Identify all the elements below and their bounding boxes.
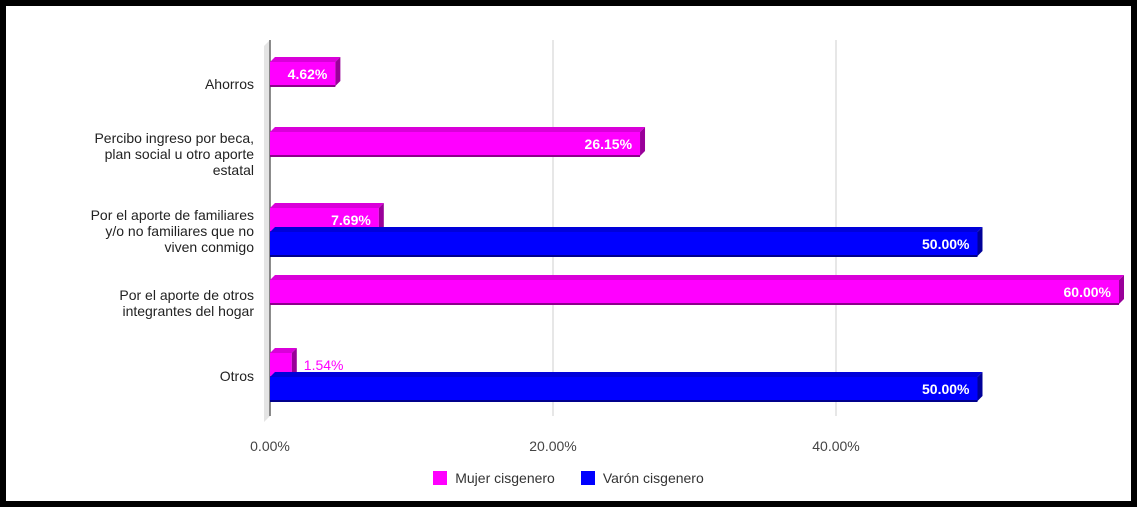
category-label-line: y/o no familiares que no — [105, 223, 254, 239]
bar-mujer-4 — [270, 353, 292, 377]
bar-mujer-3-top — [270, 275, 1124, 280]
category-label-line: viven conmigo — [164, 239, 255, 255]
bar-mujer-0 — [270, 62, 336, 86]
bar-mujer-0-side — [335, 57, 341, 86]
legend-swatch-mujer — [433, 471, 448, 485]
data-label-varon-4: 50.00% — [922, 381, 970, 397]
category-label-line: plan social u otro aporte — [104, 146, 254, 162]
bar-chart: 0.00% 20.00% 40.00% 4.62% 26.15% 7.69% 50.00% 6… — [250, 40, 1124, 454]
bar-varon-2-side — [977, 227, 983, 256]
category-label-3: Por el aporte de otros integrantes del ho… — [14, 287, 254, 319]
bar-mujer-1-side — [640, 127, 646, 156]
chart-frame: 0.00% 20.00% 40.00% 4.62% 26.15% 7.69% 50.00% 6… — [6, 6, 1131, 501]
legend-swatch-varon — [580, 471, 595, 485]
category-label-2: Por el aporte de familiares y/o no famili… — [14, 207, 254, 255]
bar-mujer-2-side — [378, 203, 384, 232]
category-label-0: Ahorros — [14, 76, 254, 92]
category-label-line: Por el aporte de familiares — [90, 207, 254, 223]
bar-mujer-4-top — [270, 348, 297, 353]
bar-mujer-3-side — [1119, 275, 1124, 304]
bar-varon-2-top — [270, 227, 983, 232]
tick-label-1: 20.00% — [529, 438, 576, 454]
bar-varon-4-side — [977, 372, 983, 401]
bar-mujer-1 — [270, 132, 641, 156]
category-label-line: Otros — [219, 368, 254, 384]
bar-varon-4 — [270, 377, 978, 401]
data-label-mujer-2: 7.69% — [331, 212, 371, 228]
legend: Mujer cisgenero Varón cisgenero — [6, 470, 1131, 486]
category-label-1: Percibo ingreso por beca, plan social u o… — [14, 130, 254, 178]
category-label-line: estatal — [212, 162, 254, 178]
bar-varon-2 — [270, 232, 978, 256]
category-label-line: integrantes del hogar — [122, 303, 254, 319]
bar-mujer-1-top — [270, 127, 646, 132]
data-label-mujer-3: 60.00% — [1064, 284, 1112, 300]
bar-mujer-2-top — [270, 203, 384, 208]
tick-label-2: 40.00% — [812, 438, 859, 454]
data-label-mujer-4: 1.54% — [304, 357, 344, 373]
bar-varon-4-top — [270, 372, 983, 377]
category-label-line: Ahorros — [204, 76, 254, 92]
data-label-mujer-0: 4.62% — [288, 66, 328, 82]
category-label-4: Otros — [14, 368, 254, 384]
category-label-line: Por el aporte de otros — [119, 287, 254, 303]
legend-item-varon[interactable]: Varón cisgenero — [580, 470, 704, 486]
data-label-varon-2: 50.00% — [922, 236, 970, 252]
data-label-mujer-1: 26.15% — [585, 136, 633, 152]
legend-label-mujer: Mujer cisgenero — [455, 470, 555, 486]
category-label-line: Percibo ingreso por beca, — [94, 130, 254, 146]
tick-label-0: 0.00% — [250, 438, 290, 454]
axis-depth-wall — [264, 40, 270, 422]
legend-item-mujer[interactable]: Mujer cisgenero — [433, 470, 555, 486]
bar-mujer-3 — [270, 280, 1119, 304]
bar-mujer-0-top — [270, 57, 341, 62]
bar-mujer-4-side — [291, 348, 297, 377]
legend-label-varon: Varón cisgenero — [602, 470, 704, 486]
